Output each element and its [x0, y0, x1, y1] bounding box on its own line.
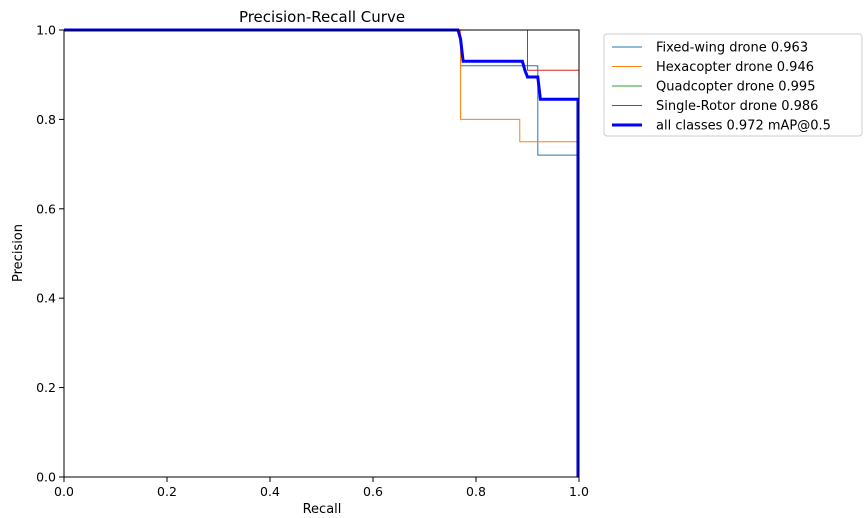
y-tick-label: 0.0: [36, 470, 56, 485]
y-tick-label: 0.8: [36, 112, 56, 127]
y-tick-label: 0.2: [36, 380, 56, 395]
x-tick-label: 0.6: [363, 484, 383, 499]
legend-entry-1: Hexacopter drone 0.946: [656, 60, 814, 75]
legend-entry-2: Quadcopter drone 0.995: [656, 80, 815, 95]
x-tick-label: 0.4: [260, 484, 280, 499]
series-line-0: [64, 29, 580, 477]
series-line-4: [64, 28, 580, 477]
legend-frame: [603, 33, 863, 137]
x-tick-label: 1.0: [569, 484, 589, 499]
series-line-1: [64, 29, 580, 477]
x-tick-label: 0.2: [157, 484, 177, 499]
legend-entry-4: all classes 0.972 mAP@0.5: [656, 119, 831, 134]
y-tick-label: 0.4: [36, 291, 56, 306]
series-line-2: [64, 29, 580, 477]
legend-entry-3: Single-Rotor drone 0.986: [656, 99, 818, 114]
y-axis-label: Precision: [11, 224, 26, 282]
legend: Fixed-wing drone 0.963 Hexacopter drone 0…: [603, 33, 863, 137]
x-axis-label: Recall: [303, 502, 342, 517]
x-tick-label: 0.0: [54, 484, 74, 499]
y-tick-label: 1.0: [36, 23, 56, 38]
plot-frame: [63, 29, 580, 478]
y-tick-label: 0.6: [36, 201, 56, 216]
x-tick-label: 0.8: [466, 484, 486, 499]
series-layer: [64, 28, 580, 477]
chart-title: Precision-Recall Curve: [239, 8, 405, 26]
series-line-3: [64, 29, 580, 477]
legend-entry-0: Fixed-wing drone 0.963: [656, 41, 808, 56]
ticks-layer: 0.0 0.2 0.4 0.6 0.8 1.0 0.0 0.2 0.4 0.6 0.8 1.0: [36, 23, 589, 500]
